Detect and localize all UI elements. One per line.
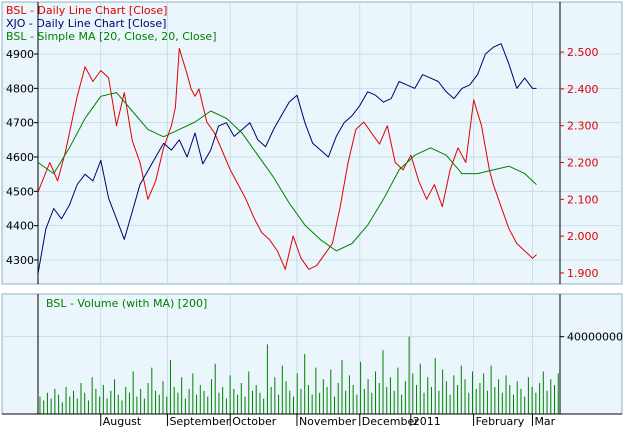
left-tick-label: 4400 (6, 220, 34, 233)
bsl-close-line (37, 47, 537, 270)
right-tick-label: 2.500 (567, 46, 599, 59)
legend-bsl-close: BSL - Daily Line Chart [Close] (6, 4, 167, 17)
right-tick-label: 2.400 (567, 83, 599, 96)
time-tick-label: September (169, 415, 230, 428)
grid-lines (2, 2, 622, 414)
time-tick-label: 2011 (413, 415, 441, 428)
time-tick-label: August (103, 415, 142, 428)
legend-bsl-volume: BSL - Volume (with MA) [200] (46, 297, 207, 310)
volume-panel (1, 293, 623, 415)
left-tick-label: 4600 (6, 151, 34, 164)
time-tick-label: Mar (534, 415, 555, 428)
bsl-ma-line (37, 92, 537, 252)
left-tick-label: 4700 (6, 117, 34, 130)
left-tick-label: 4800 (6, 82, 34, 95)
price-series (37, 43, 537, 274)
time-tick-label: November (299, 415, 357, 428)
right-tick-label: 2.200 (567, 157, 599, 170)
time-tick-label: October (232, 415, 276, 428)
right-tick-label: 2.300 (567, 120, 599, 133)
price-panel (1, 1, 623, 285)
volume-bars (39, 336, 559, 414)
legend-bsl-ma: BSL - Simple MA [20, Close, 20, Close] (6, 30, 216, 43)
legend-xjo-close: XJO - Daily Line Chart [Close] (6, 17, 166, 30)
right-tick-label: 2.000 (567, 230, 599, 243)
left-tick-label: 4300 (6, 254, 34, 267)
left-tick-label: 4500 (6, 185, 34, 198)
axes: 4300 4400 4500 4600 4700 4800 4900 1.900 2.000 2.… (2, 2, 623, 428)
right-tick-label: 2.100 (567, 193, 599, 206)
right-tick-label: 1.900 (567, 267, 599, 280)
time-tick-label: February (476, 415, 525, 428)
legends: BSL - Daily Line Chart [Close] XJO - Dai… (6, 4, 216, 310)
left-tick-label: 4900 (6, 48, 34, 61)
volume-tick-label: 40000000 (567, 331, 623, 344)
xjo-close-line (37, 43, 537, 274)
time-tick-label: December (362, 415, 420, 428)
